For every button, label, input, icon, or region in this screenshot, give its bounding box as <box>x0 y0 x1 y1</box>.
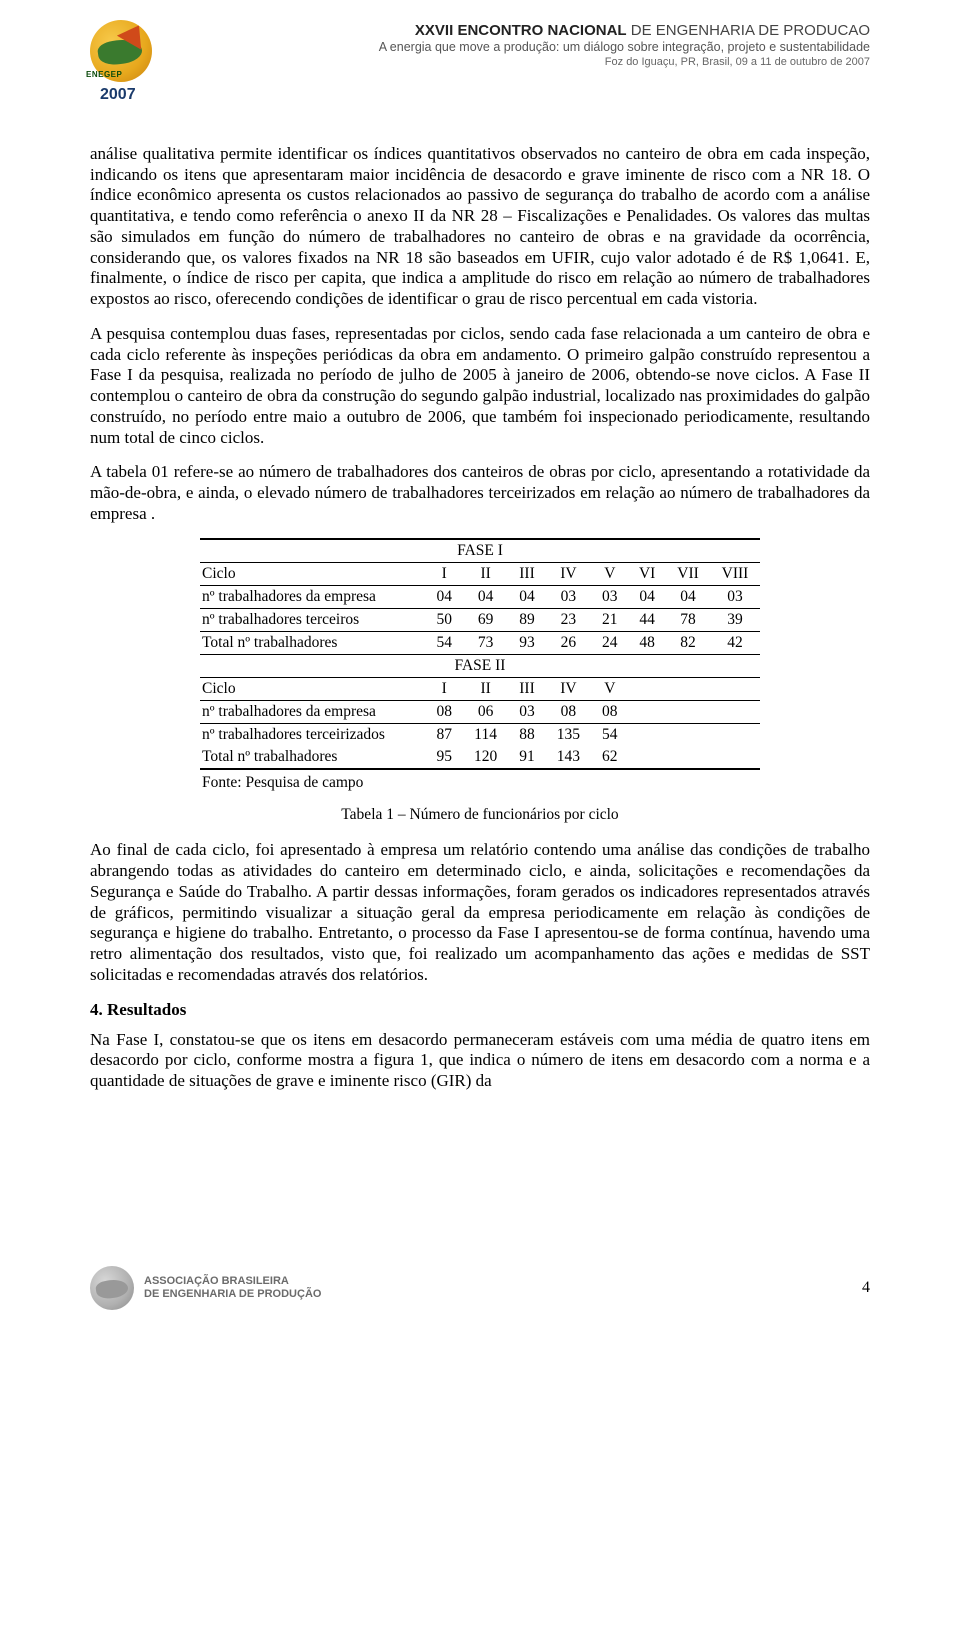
table-cell: 69 <box>463 609 509 632</box>
p2-col: IV <box>545 678 591 701</box>
table-cell: 24 <box>591 632 628 655</box>
p1-col: IV <box>545 563 591 586</box>
table-1: FASE I Ciclo I II III IV V VI VII VIII n… <box>200 538 760 792</box>
p1-col: VII <box>666 563 710 586</box>
table-row-label: nº trabalhadores terceirizados <box>200 724 426 747</box>
p1-col: III <box>509 563 546 586</box>
logo-year: 2007 <box>100 86 180 104</box>
table-row-label: Total nº trabalhadores <box>200 746 426 769</box>
p1-col: VIII <box>710 563 760 586</box>
phase1-label: FASE I <box>200 539 760 563</box>
table-cell: 48 <box>628 632 666 655</box>
table-cell: 42 <box>710 632 760 655</box>
p2-col: III <box>509 678 546 701</box>
table-cell: 04 <box>509 586 546 609</box>
table-cell: 54 <box>591 724 628 747</box>
ciclo-label: Ciclo <box>200 563 426 586</box>
p1-col: V <box>591 563 628 586</box>
table-cell: 04 <box>666 586 710 609</box>
table-cell: 93 <box>509 632 546 655</box>
footer-org-line1: ASSOCIAÇÃO BRASILEIRA <box>144 1275 321 1288</box>
p2-col: II <box>463 678 509 701</box>
table-cell: 08 <box>545 701 591 724</box>
table-cell: 23 <box>545 609 591 632</box>
header-location: Foz do Iguaçu, PR, Brasil, 09 a 11 de ou… <box>180 56 870 68</box>
table-cell: 135 <box>545 724 591 747</box>
section-heading-resultados: 4. Resultados <box>90 1000 870 1020</box>
table-cell: 89 <box>509 609 546 632</box>
table-row-label: nº trabalhadores da empresa <box>200 701 426 724</box>
logo-acronym: ENEGEP <box>86 70 122 79</box>
table-cell: 88 <box>509 724 546 747</box>
table-cell: 21 <box>591 609 628 632</box>
p1-col: II <box>463 563 509 586</box>
table-cell: 95 <box>426 746 463 769</box>
table-caption: Tabela 1 – Número de funcionários por ci… <box>90 806 870 824</box>
table-cell: 04 <box>628 586 666 609</box>
table-row-label: Total nº trabalhadores <box>200 632 426 655</box>
table-cell: 91 <box>509 746 546 769</box>
table-cell: 73 <box>463 632 509 655</box>
table-cell: 87 <box>426 724 463 747</box>
table-cell: 03 <box>591 586 628 609</box>
p2-col: I <box>426 678 463 701</box>
table-1-data: FASE I Ciclo I II III IV V VI VII VIII n… <box>200 538 760 770</box>
table-row-label: nº trabalhadores terceiros <box>200 609 426 632</box>
p1-col: VI <box>628 563 666 586</box>
page-header: ENEGEP 2007 XXVII ENCONTRO NACIONAL DE E… <box>90 20 870 104</box>
table-cell: 39 <box>710 609 760 632</box>
paragraph-2: A pesquisa contemplou duas fases, repres… <box>90 324 870 448</box>
paragraph-1: análise qualitativa permite identificar … <box>90 144 870 310</box>
header-subtitle: A energia que move a produção: um diálog… <box>180 40 870 54</box>
table-cell: 54 <box>426 632 463 655</box>
table-cell: 44 <box>628 609 666 632</box>
footer-logo: ASSOCIAÇÃO BRASILEIRA DE ENGENHARIA DE P… <box>90 1266 321 1310</box>
table-cell: 50 <box>426 609 463 632</box>
table-cell: 08 <box>591 701 628 724</box>
table-cell: 03 <box>545 586 591 609</box>
table-cell: 82 <box>666 632 710 655</box>
header-title: XXVII ENCONTRO NACIONAL DE ENGENHARIA DE… <box>180 22 870 39</box>
footer-org-line2: DE ENGENHARIA DE PRODUÇÃO <box>144 1288 321 1301</box>
header-title-rest: DE ENGENHARIA DE PRODUCAO <box>627 22 870 39</box>
globe-icon <box>90 1266 134 1310</box>
ciclo-label: Ciclo <box>200 678 426 701</box>
table-cell: 04 <box>463 586 509 609</box>
table-source: Fonte: Pesquisa de campo <box>200 774 760 792</box>
phase2-label: FASE II <box>200 655 760 678</box>
paragraph-4: Ao final de cada ciclo, foi apresentado … <box>90 840 870 985</box>
p1-col: I <box>426 563 463 586</box>
table-cell: 26 <box>545 632 591 655</box>
header-title-bold: XXVII ENCONTRO NACIONAL <box>415 22 627 39</box>
table-cell: 143 <box>545 746 591 769</box>
footer-org: ASSOCIAÇÃO BRASILEIRA DE ENGENHARIA DE P… <box>144 1275 321 1300</box>
table-cell: 04 <box>426 586 463 609</box>
page-number: 4 <box>862 1279 870 1297</box>
table-cell: 78 <box>666 609 710 632</box>
table-cell: 120 <box>463 746 509 769</box>
p2-col: V <box>591 678 628 701</box>
paragraph-5: Na Fase I, constatou-se que os itens em … <box>90 1030 870 1092</box>
table-cell: 114 <box>463 724 509 747</box>
header-logo: ENEGEP 2007 <box>90 20 180 104</box>
page: ENEGEP 2007 XXVII ENCONTRO NACIONAL DE E… <box>0 0 960 1146</box>
table-cell: 62 <box>591 746 628 769</box>
paragraph-3: A tabela 01 refere-se ao número de traba… <box>90 462 870 524</box>
header-text-block: XXVII ENCONTRO NACIONAL DE ENGENHARIA DE… <box>180 20 870 68</box>
table-cell: 08 <box>426 701 463 724</box>
table-cell: 03 <box>509 701 546 724</box>
table-row-label: nº trabalhadores da empresa <box>200 586 426 609</box>
table-cell: 03 <box>710 586 760 609</box>
table-cell: 06 <box>463 701 509 724</box>
page-footer: ASSOCIAÇÃO BRASILEIRA DE ENGENHARIA DE P… <box>0 1266 960 1340</box>
